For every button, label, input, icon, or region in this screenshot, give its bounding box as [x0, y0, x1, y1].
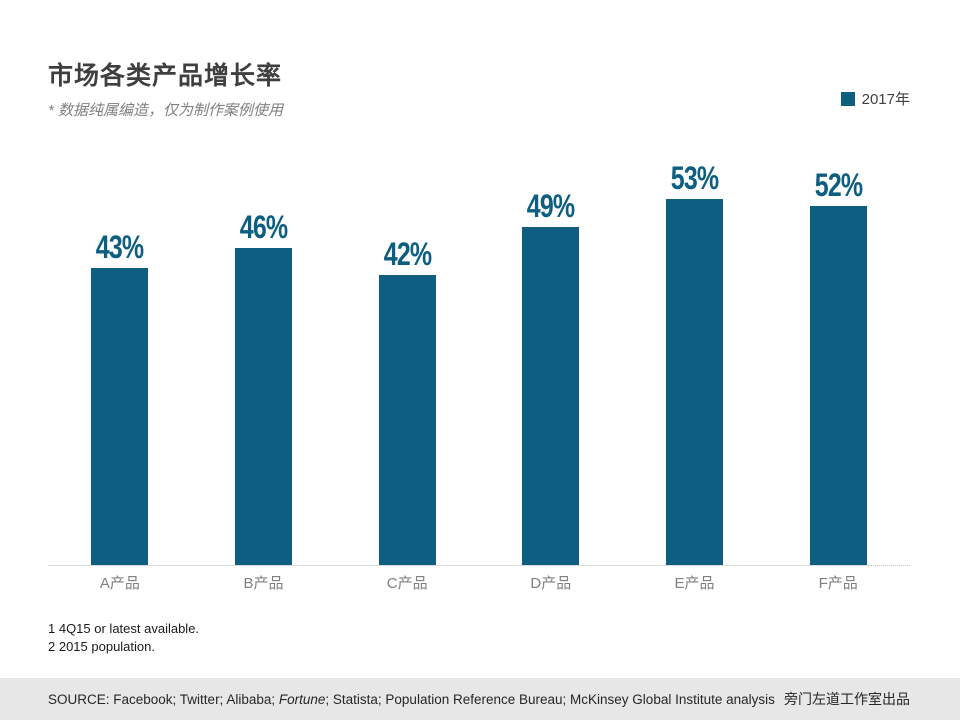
legend-label: 2017年 — [861, 91, 910, 108]
x-axis-line-dotted — [868, 565, 910, 566]
x-axis-label: C产品 — [386, 575, 428, 592]
bar-column: 49% — [479, 190, 623, 565]
bar-column: 42% — [335, 238, 479, 565]
bar-value-label: 42% — [383, 236, 431, 272]
bar — [666, 199, 724, 565]
bar — [809, 206, 867, 565]
bar — [235, 248, 292, 565]
bar-value-label: 52% — [814, 167, 863, 203]
x-axis-label: E产品 — [674, 575, 715, 592]
source-line: SOURCE: Facebook; Twitter; Alibaba; Fort… — [48, 692, 775, 707]
source-prefix: SOURCE: Facebook; Twitter; Alibaba; — [48, 691, 279, 707]
page-title: 市场各类产品增长率 — [48, 62, 283, 90]
bar-value-label: 46% — [239, 209, 288, 245]
x-axis-label: D产品 — [530, 575, 572, 592]
bar-value-label: 43% — [96, 229, 144, 265]
footer-bar: SOURCE: Facebook; Twitter; Alibaba; Fort… — [0, 678, 960, 720]
x-axis-labels: A产品 B产品 C产品 D产品 E产品 F产品 — [48, 572, 910, 593]
bar — [91, 268, 149, 565]
bar-column: 52% — [766, 169, 910, 565]
bar-value-label: 49% — [527, 188, 575, 224]
footnote-2: 2 2015 population. — [48, 639, 155, 654]
x-axis-line — [48, 565, 868, 566]
bar-chart: 43% 46% 42% 49% 53% 52% — [48, 160, 910, 565]
footnotes: 1 4Q15 or latest available. 2 2015 popul… — [48, 620, 199, 656]
source-italic: Fortune — [278, 691, 326, 707]
x-axis-label: A产品 — [99, 575, 140, 592]
bar-column: 46% — [192, 211, 336, 565]
bar-column: 53% — [623, 162, 767, 565]
legend-swatch-icon — [840, 91, 855, 106]
x-axis-label: F产品 — [818, 575, 858, 592]
bar-value-label: 53% — [670, 160, 719, 196]
legend: 2017年 — [840, 88, 910, 109]
footnote-1: 1 4Q15 or latest available. — [48, 621, 200, 636]
bar — [522, 227, 580, 565]
source-suffix: ; Statista; Population Reference Bureau;… — [325, 691, 775, 707]
bar-column: 43% — [48, 231, 192, 565]
studio-credit: 旁门左道工作室出品 — [784, 691, 910, 707]
bar — [378, 275, 436, 565]
x-axis-label: B产品 — [243, 575, 284, 592]
subtitle-disclaimer: * 数据纯属编造，仅为制作案例使用 — [48, 102, 284, 119]
